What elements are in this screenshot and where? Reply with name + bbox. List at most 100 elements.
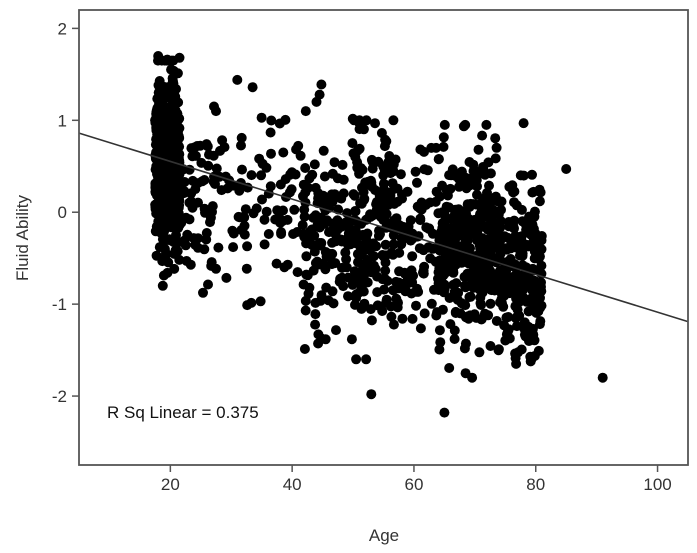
data-point [415,144,426,155]
data-point [378,178,389,189]
data-point [419,164,430,175]
data-point [350,206,361,217]
data-point [510,230,521,241]
data-point [310,210,321,221]
fit-line [78,132,689,323]
data-point [158,235,169,246]
data-point [438,141,449,152]
data-point [419,308,430,319]
data-point [156,227,167,238]
data-point [341,254,352,265]
data-point [386,311,397,322]
data-point [535,282,546,293]
data-point [271,258,282,269]
data-point [474,347,485,358]
data-point [304,173,315,184]
data-point [160,120,170,131]
data-point [166,64,177,75]
data-point [196,157,207,168]
data-point [381,294,392,305]
data-point [477,277,487,288]
data-point [151,123,162,134]
data-point [508,272,519,283]
data-point [505,243,516,254]
data-point [392,302,403,313]
data-point [310,319,321,330]
data-point [300,305,311,316]
data-point [407,313,418,324]
data-point [372,287,383,298]
data-point [166,80,177,91]
data-point [170,178,181,188]
data-point [255,296,266,307]
data-point [162,54,173,65]
data-point [464,292,475,302]
y-tick-label: 2 [58,19,67,38]
data-point [323,295,334,306]
data-point [521,296,532,307]
data-point [278,147,289,158]
data-point [528,186,539,197]
data-point [472,189,482,200]
data-point [256,112,267,123]
data-point [213,242,224,253]
data-point [157,98,168,109]
data-point [301,251,312,262]
data-point [536,244,546,254]
data-point [270,214,281,225]
data-point [476,243,487,254]
data-point [460,282,471,293]
data-point [320,205,331,216]
data-point [439,283,450,294]
data-point [158,180,169,191]
data-point [153,200,164,211]
data-point [460,234,471,245]
data-point [338,174,349,185]
data-point [227,225,238,236]
data-point [366,389,377,400]
data-point [521,262,531,273]
data-point [521,279,532,290]
data-point [169,151,180,162]
data-point [529,211,540,222]
data-point [597,372,608,383]
data-point [308,265,319,276]
data-point [377,250,388,260]
data-point [460,300,471,311]
data-point [346,334,357,345]
data-point [327,168,338,179]
data-point [460,368,471,379]
data-point [482,224,493,235]
data-point [237,212,248,223]
data-point [287,167,298,178]
data-point [154,111,165,122]
data-point [458,121,469,132]
data-point [511,358,522,369]
data-point [171,193,182,204]
data-point [456,256,466,267]
data-point [434,325,445,336]
data-point [380,239,391,250]
data-point [533,253,544,264]
x-tick-label: 40 [283,475,302,494]
data-point [359,194,370,205]
data-point [156,144,167,155]
data-point [367,163,378,174]
data-point [332,215,343,226]
data-point [261,206,272,217]
x-tick-label: 100 [643,475,671,494]
data-point [415,213,426,224]
data-point [460,338,471,349]
data-point [185,259,196,270]
x-tick-label: 60 [404,475,423,494]
data-point [404,274,415,284]
data-point [459,172,470,183]
data-point [158,270,169,281]
data-point [491,142,502,153]
data-point [434,191,445,202]
data-point [444,363,455,373]
data-point [397,313,408,324]
data-point [386,247,397,258]
data-point [247,82,258,93]
data-point [309,159,320,170]
